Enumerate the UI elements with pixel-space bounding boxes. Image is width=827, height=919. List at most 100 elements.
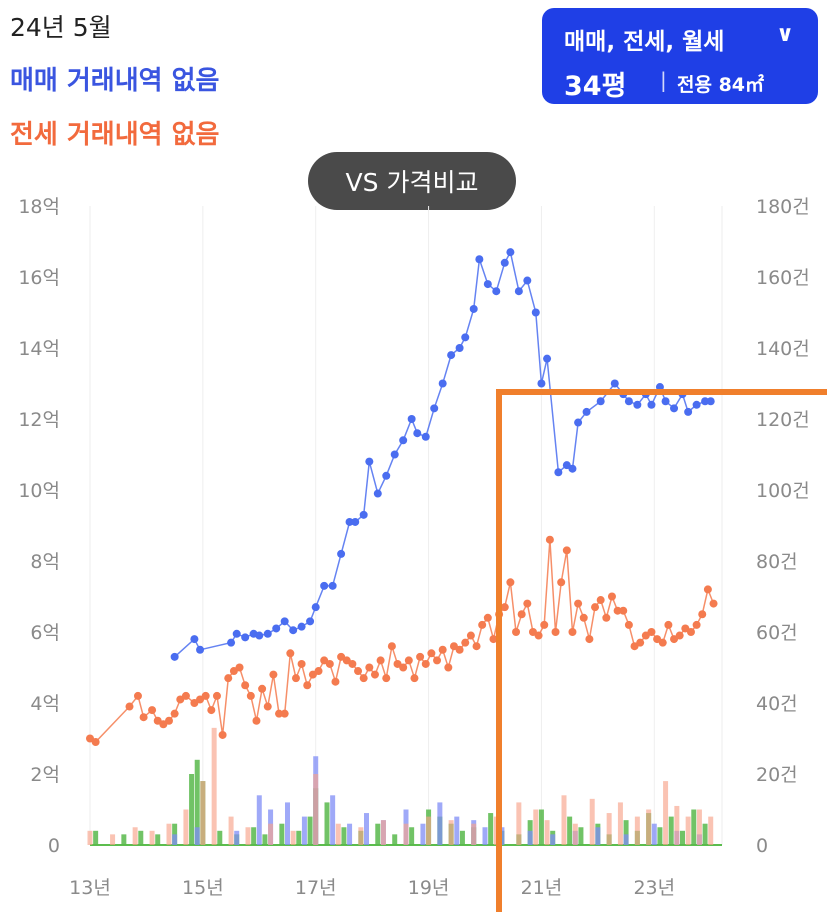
sale-price-point bbox=[170, 652, 179, 661]
rent-price-point bbox=[534, 631, 543, 640]
rent-price-point bbox=[224, 674, 233, 683]
sale-price-point bbox=[514, 287, 523, 296]
right-axis-tick-label: 40건 bbox=[756, 693, 798, 715]
rent-price-point bbox=[280, 709, 289, 718]
rent-price-point bbox=[139, 713, 148, 722]
divider: | bbox=[660, 68, 667, 92]
rent-price-point bbox=[686, 628, 695, 636]
rent-price-point bbox=[212, 691, 221, 700]
monthly-bar bbox=[296, 830, 302, 845]
rent-price-point bbox=[370, 670, 379, 679]
sale_volume-bar bbox=[347, 823, 353, 845]
rent-price-point bbox=[258, 684, 267, 693]
price-compare-button[interactable]: VS 가격비교 bbox=[308, 152, 516, 210]
sale-price-point bbox=[475, 255, 484, 264]
right-axis-tick-label: 80건 bbox=[756, 551, 798, 573]
rent-price-point bbox=[568, 628, 577, 636]
sale-price-point bbox=[365, 457, 374, 466]
monthly-bar bbox=[375, 823, 381, 845]
rent-price-point bbox=[692, 620, 701, 629]
rent-price-point bbox=[207, 706, 216, 715]
sale-price-point bbox=[447, 351, 456, 360]
deal-type-filter-button[interactable]: 매매, 전세, 월세 ∨ 34평 | 전용 84㎡ bbox=[542, 8, 818, 104]
rent-price-point bbox=[636, 638, 645, 647]
sale-price-point bbox=[670, 404, 679, 413]
rent_volume-bar bbox=[335, 823, 341, 845]
sale-price-point bbox=[596, 397, 605, 406]
sale_volume-bar bbox=[550, 834, 556, 845]
rent-price-point bbox=[478, 620, 487, 629]
monthly-bar bbox=[307, 816, 313, 845]
rent-price-point bbox=[354, 667, 363, 676]
left-axis-tick-label: 18억 bbox=[18, 196, 60, 218]
rent_volume-bar bbox=[561, 795, 567, 845]
sale-price-point bbox=[232, 629, 241, 638]
rent-price-point bbox=[489, 635, 498, 644]
sale-price-point bbox=[272, 624, 281, 633]
pyeong-label: 34평 bbox=[564, 71, 627, 102]
sale_volume-bar bbox=[285, 802, 290, 845]
sale-price-point bbox=[438, 379, 447, 388]
rent_volume-bar bbox=[200, 781, 206, 845]
rent-price-point bbox=[170, 709, 179, 718]
monthly-bar bbox=[251, 827, 257, 845]
rent-price-point bbox=[286, 649, 295, 658]
rent_volume-bar bbox=[617, 802, 623, 845]
right-axis-tick-label: 0 bbox=[756, 835, 768, 857]
sale_volume-bar bbox=[194, 827, 200, 845]
rent-price-point bbox=[165, 716, 173, 725]
rent_volume-bar bbox=[471, 823, 477, 845]
sale-price-point bbox=[455, 344, 464, 352]
rent-price-point bbox=[359, 674, 368, 683]
monthly-bar bbox=[691, 809, 697, 845]
rent_volume-bar bbox=[87, 830, 93, 845]
rent-price-point bbox=[275, 709, 284, 718]
monthly-bar bbox=[324, 802, 330, 845]
rent-price-point bbox=[455, 645, 464, 654]
sale-price-point bbox=[701, 397, 710, 406]
rent-price-point bbox=[540, 620, 549, 629]
sale-price-point bbox=[241, 633, 250, 642]
deal-types-label: 매매, 전세, 월세 bbox=[564, 29, 725, 55]
rent_volume-bar bbox=[696, 809, 702, 845]
sale-price-point bbox=[582, 407, 591, 416]
sale-price-point bbox=[280, 617, 289, 626]
rent_volume-bar bbox=[448, 820, 454, 845]
rent-price-point bbox=[252, 716, 261, 725]
sale_volume-bar bbox=[651, 823, 657, 845]
rent_volume-bar bbox=[228, 816, 234, 845]
left-axis-tick-label: 2억 bbox=[30, 764, 60, 786]
area-label: 전용 84㎡ bbox=[677, 74, 765, 96]
rent-price-point bbox=[331, 677, 340, 686]
rent_volume-bar bbox=[589, 798, 595, 845]
sale-status-text: 매매 거래내역 없음 bbox=[10, 66, 220, 96]
sale_volume-bar bbox=[172, 834, 178, 845]
sale-price-point bbox=[430, 404, 439, 413]
monthly-bar bbox=[488, 813, 494, 845]
sale_volume-bar bbox=[330, 795, 336, 845]
rent-price-point bbox=[602, 613, 611, 622]
rent_volume-bar bbox=[426, 816, 432, 845]
sale-price-point bbox=[492, 287, 501, 296]
rent-status-text: 전세 거래내역 없음 bbox=[10, 120, 220, 150]
rent_volume-bar bbox=[313, 774, 319, 845]
rent_volume-bar bbox=[110, 834, 116, 845]
sale-price-point bbox=[263, 629, 272, 638]
rent_volume-bar bbox=[708, 816, 714, 845]
rent-price-point bbox=[399, 663, 408, 672]
sale_volume-bar bbox=[482, 827, 488, 845]
right-axis-tick-label: 60건 bbox=[756, 622, 798, 644]
sale-price-point bbox=[633, 400, 642, 409]
rent-price-point bbox=[703, 585, 712, 594]
monthly-bar bbox=[567, 816, 573, 845]
monthly-bar bbox=[121, 834, 127, 845]
monthly-bar bbox=[409, 827, 415, 845]
monthly-bar bbox=[538, 809, 544, 845]
rent-price-point bbox=[461, 638, 470, 647]
sale-price-point bbox=[554, 468, 563, 477]
rent-price-point bbox=[133, 691, 142, 700]
sale-price-point bbox=[647, 400, 656, 409]
x-axis-tick-label: 15년 bbox=[182, 877, 224, 899]
rent-price-point bbox=[579, 613, 588, 622]
